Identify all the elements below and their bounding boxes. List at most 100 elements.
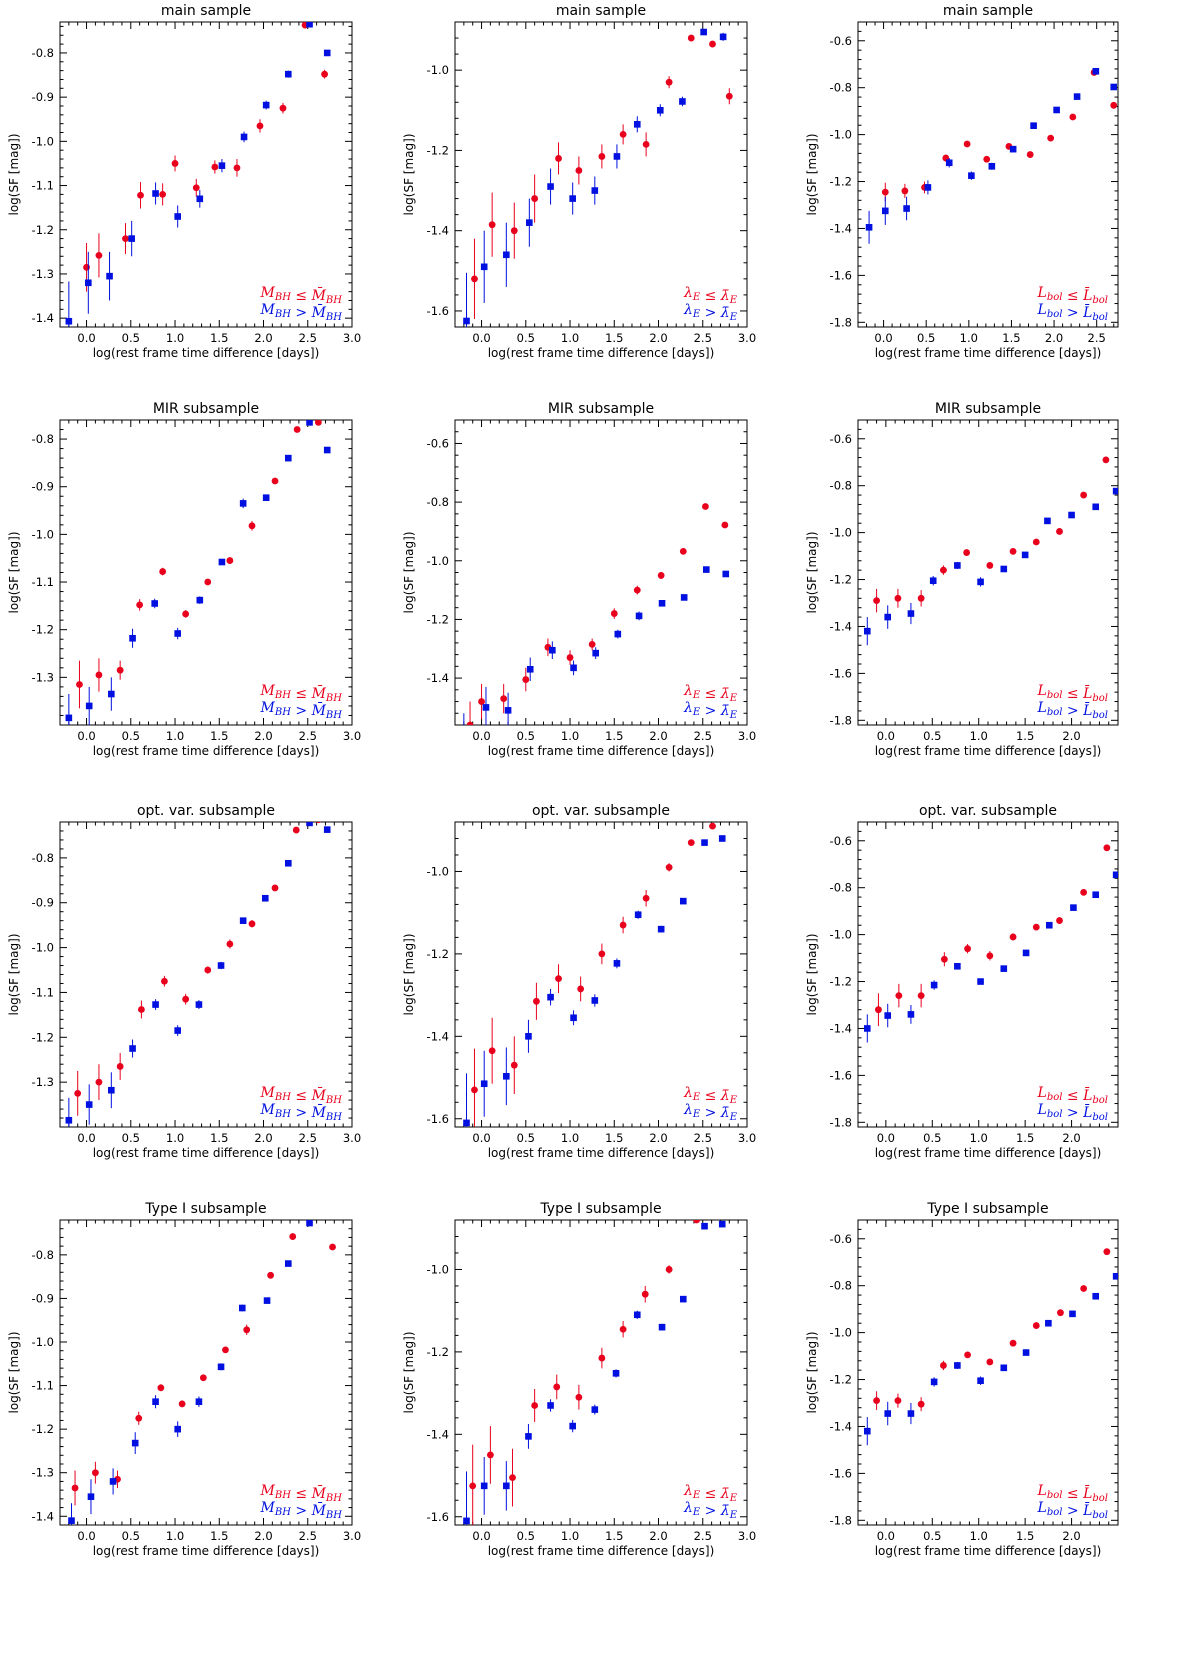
x-tick-label: 2.5: [299, 1131, 317, 1145]
data-point-low: [71, 1484, 79, 1492]
x-tick-label: 0.5: [923, 1131, 941, 1145]
data-point-low: [471, 275, 478, 283]
data-point-high: [174, 213, 181, 220]
data-point-high: [924, 184, 932, 191]
data-point-low: [135, 1414, 143, 1422]
data-point-low: [657, 572, 665, 579]
data-point-low: [665, 78, 673, 86]
data-point-low: [116, 666, 124, 674]
x-axis-label: log(rest frame time difference [days]): [875, 1146, 1102, 1160]
data-point-low: [873, 597, 880, 605]
data-point-high: [482, 704, 490, 711]
data-point-high: [1112, 1273, 1118, 1280]
chart-title: main sample: [556, 3, 646, 19]
data-point-low: [963, 140, 971, 148]
data-point-high: [174, 1027, 181, 1034]
x-tick-label: 0.0: [472, 1131, 490, 1145]
data-point-low: [157, 1384, 165, 1392]
y-tick-label: -0.9: [32, 480, 54, 494]
data-point-low: [159, 568, 167, 575]
chart-panel: MIR subsample 0.0 0.5 1.0 1.5 2.0 2.5 3.0 -1.3 -1…: [7, 401, 361, 758]
data-point-low: [641, 1290, 649, 1298]
data-point-low: [293, 426, 301, 433]
data-point-high: [129, 1045, 136, 1052]
legend-high: MBH > M̄BH: [260, 302, 343, 323]
data-point-low: [940, 955, 948, 963]
plot-frame: [857, 821, 1119, 1128]
x-tick-label: 2.0: [1062, 729, 1080, 743]
data-point-low: [271, 477, 279, 485]
data-point-low: [1009, 1339, 1017, 1347]
data-point-low: [1047, 134, 1055, 142]
y-tick-label: -1.0: [427, 864, 449, 878]
data-point-high: [1000, 1364, 1008, 1372]
y-tick-label: -1.6: [830, 1068, 852, 1082]
x-tick-label: 0.5: [923, 729, 941, 743]
data-point-low: [709, 822, 716, 830]
x-tick-label: 1.0: [561, 331, 579, 345]
x-tick-label: 1.0: [970, 1131, 988, 1145]
plot-area: [65, 822, 331, 1127]
legend-high: MBH > M̄BH: [260, 1500, 343, 1521]
data-point-low: [619, 1325, 627, 1333]
y-tick-label: -0.9: [32, 896, 54, 910]
data-point-high: [977, 578, 984, 586]
legend-low: λE ≤ λ̄E: [683, 683, 738, 704]
data-point-high: [151, 600, 158, 607]
x-tick-label: 2.0: [649, 729, 667, 743]
y-tick-label: -0.6: [830, 1232, 852, 1246]
data-point-high: [65, 317, 73, 325]
x-tick-label: 2.0: [1045, 331, 1063, 345]
data-point-high: [719, 33, 727, 41]
x-tick-label: 3.0: [738, 1529, 756, 1543]
data-point-low: [122, 235, 129, 242]
x-tick-label: 1.5: [210, 1529, 228, 1543]
chart-title: Type I subsample: [144, 1201, 266, 1217]
data-point-high: [480, 263, 488, 271]
x-tick-label: 1.5: [1016, 1131, 1034, 1145]
y-tick-label: -1.2: [32, 623, 54, 637]
data-point-high: [1092, 67, 1100, 75]
data-point-high: [954, 562, 961, 569]
x-tick-label: 2.0: [1062, 1529, 1080, 1543]
y-tick-label: -1.2: [32, 223, 54, 237]
legend-high: Lbol > L̄bol: [1037, 302, 1108, 323]
x-tick-label: 0.5: [517, 1529, 535, 1543]
x-tick-label: 1.5: [210, 1131, 228, 1145]
data-point-low: [553, 1383, 561, 1391]
data-point-low: [83, 263, 90, 271]
plot-frame: [59, 21, 353, 328]
y-tick-label: -1.0: [830, 526, 852, 540]
plot-area: [463, 28, 733, 327]
y-tick-label: -1.3: [32, 1075, 54, 1089]
data-point-low: [471, 1086, 478, 1094]
chart-title: Type I subsample: [926, 1201, 1048, 1217]
x-tick-label: 2.0: [254, 1131, 272, 1145]
x-axis-label: log(rest frame time difference [days]): [488, 1146, 715, 1160]
y-tick-label: -0.8: [32, 432, 54, 446]
data-point-high: [262, 494, 270, 501]
data-point-low: [76, 681, 83, 688]
x-tick-label: 0.5: [517, 729, 535, 743]
data-point-high: [1022, 949, 1030, 957]
data-point-high: [679, 1295, 687, 1303]
x-tick-label: 1.0: [561, 1131, 579, 1145]
plot-frame: [454, 1219, 748, 1526]
x-tick-label: 2.0: [254, 729, 272, 743]
data-point-low: [488, 1047, 496, 1055]
legend-high: MBH > M̄BH: [260, 700, 343, 721]
data-point-high: [1045, 1319, 1052, 1327]
data-point-high: [907, 1011, 915, 1018]
data-point-low: [192, 184, 200, 192]
x-axis-label: log(rest frame time difference [days]): [93, 744, 320, 758]
x-tick-label: 1.5: [1016, 729, 1034, 743]
data-point-low: [1009, 933, 1017, 941]
x-tick-label: 0.0: [472, 1529, 490, 1543]
data-point-low: [575, 167, 583, 174]
y-tick-label: -0.8: [32, 1248, 54, 1262]
legend-low: MBH ≤ M̄BH: [260, 285, 343, 306]
data-point-low: [687, 34, 695, 42]
x-tick-label: 0.0: [77, 1131, 95, 1145]
data-point-high: [977, 1377, 984, 1385]
plot-frame: [59, 419, 353, 726]
